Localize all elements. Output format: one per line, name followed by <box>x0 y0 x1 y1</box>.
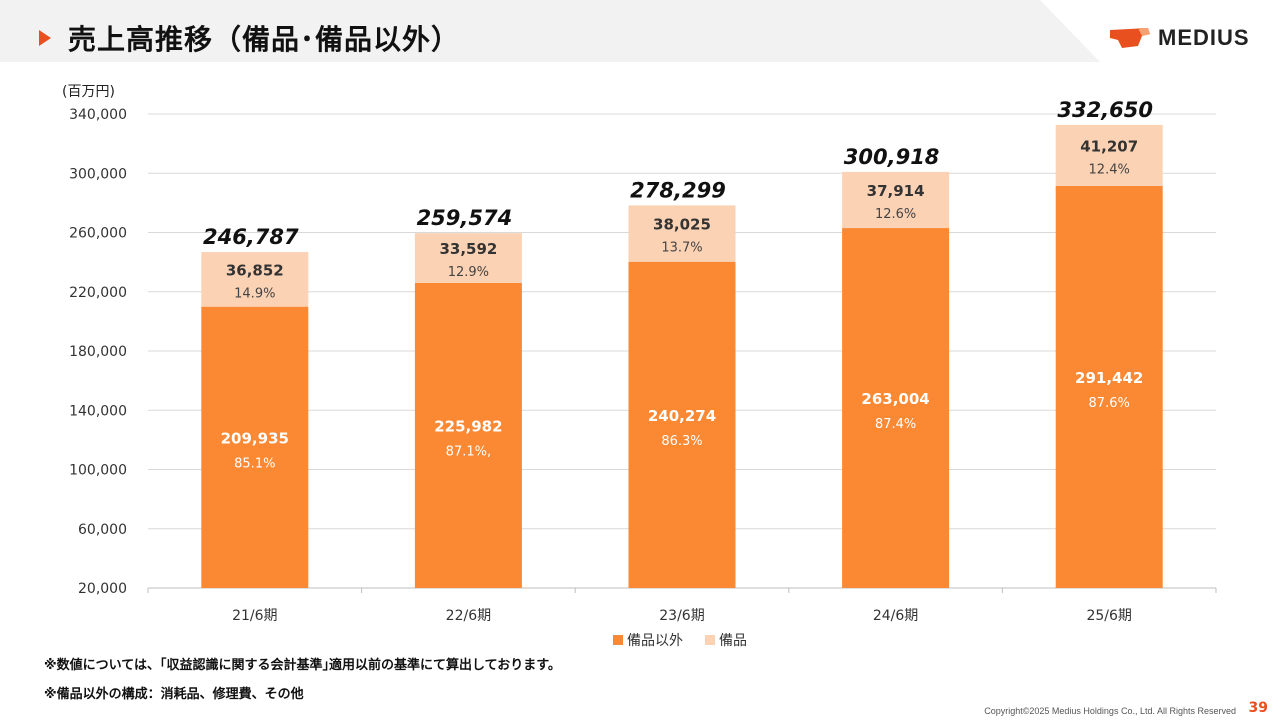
bar-main-share-label: 86.3% <box>661 434 702 449</box>
bar-equipment-share-label: 12.4% <box>1089 162 1130 177</box>
bar-equipment-value-label: 37,914 <box>867 182 925 200</box>
page-number: 39 <box>1248 700 1268 716</box>
bar-main-value-label: 263,004 <box>861 390 929 408</box>
legend-swatch-equipment <box>705 635 715 645</box>
bar-main <box>414 282 522 588</box>
y-unit-label: (百万円) <box>62 84 115 100</box>
logo-text: MEDIUS <box>1158 25 1250 50</box>
bar-main-share-label: 85.1% <box>234 456 275 471</box>
bar-total-label: 259,574 <box>417 206 513 230</box>
x-tick-label: 23/6期 <box>659 608 704 624</box>
bar-main-share-label: 87.6% <box>1089 396 1130 411</box>
x-tick-label: 21/6期 <box>232 608 277 624</box>
bar-main-value-label: 240,274 <box>648 407 716 425</box>
bar-equipment-value-label: 36,852 <box>226 261 284 279</box>
stacked-bar-chart: (百万円) 20,000 60,000 100,000 140,000 180,000 22… <box>62 84 1217 649</box>
legend-swatch-main <box>613 635 623 645</box>
legend-label-equipment: 備品 <box>719 633 747 649</box>
y-tick-label: 260,000 <box>69 226 127 242</box>
y-tick-label: 220,000 <box>69 285 127 301</box>
header-diagonal <box>1040 0 1100 62</box>
x-tick-label: 25/6期 <box>1086 608 1131 624</box>
legend-label-main: 備品以外 <box>627 633 683 649</box>
bar-total-label: 300,918 <box>844 145 940 169</box>
logo-mark-icon <box>1110 28 1150 48</box>
y-tick-label: 340,000 <box>69 107 127 123</box>
bar-equipment-share-label: 13.7% <box>661 241 702 256</box>
bar-main-share-label: 87.4% <box>875 417 916 432</box>
y-tick-label: 20,000 <box>78 581 127 597</box>
bar-equipment <box>842 171 950 229</box>
bar-equipment-value-label: 41,207 <box>1080 137 1138 155</box>
footnotes: ※数値については、｢収益認識に関する会計基準｣適用以前の基準にて算出しております… <box>44 654 561 712</box>
bar-equipment <box>628 205 736 262</box>
bar-equipment-value-label: 38,025 <box>653 216 711 234</box>
bar-main <box>1055 185 1163 588</box>
copyright: Copyright©2025 Medius Holdings Co., Ltd.… <box>984 706 1236 716</box>
bar-equipment <box>1055 124 1163 186</box>
bar-equipment <box>201 252 309 307</box>
y-tick-label: 60,000 <box>78 522 127 538</box>
footnote-2: ※備品以外の構成：消耗品、修理費、その他 <box>44 687 304 702</box>
y-tick-label: 300,000 <box>69 166 127 182</box>
bar-equipment-share-label: 14.9% <box>234 286 275 301</box>
bar-main <box>842 228 950 588</box>
y-tick-label: 100,000 <box>69 463 127 479</box>
bar-main <box>201 306 309 588</box>
bar-equipment-share-label: 12.9% <box>448 265 489 280</box>
y-tick-label: 140,000 <box>69 403 127 419</box>
bar-total-label: 246,787 <box>203 225 299 249</box>
x-tick-label: 24/6期 <box>873 608 918 624</box>
title-marker-icon <box>39 30 51 46</box>
bar-total-label: 332,650 <box>1057 98 1153 122</box>
bar-main-share-label: 87.1%, <box>446 444 491 459</box>
bar-main-value-label: 209,935 <box>221 429 289 447</box>
x-tick-label: 22/6期 <box>446 608 491 624</box>
bar-equipment-value-label: 33,592 <box>439 240 497 258</box>
bar-total-label: 278,299 <box>630 178 726 202</box>
bar-equipment <box>414 233 522 283</box>
bar-main-value-label: 291,442 <box>1075 369 1143 387</box>
footnote-1: ※数値については、｢収益認識に関する会計基準｣適用以前の基準にて算出しております… <box>44 658 561 673</box>
company-logo: MEDIUS <box>1108 24 1250 54</box>
y-tick-label: 180,000 <box>69 344 127 360</box>
bar-main-value-label: 225,982 <box>434 417 502 435</box>
bar-main <box>628 261 736 588</box>
bar-equipment-share-label: 12.6% <box>875 207 916 222</box>
page-title: 売上高推移（備品･備品以外） <box>68 23 461 56</box>
